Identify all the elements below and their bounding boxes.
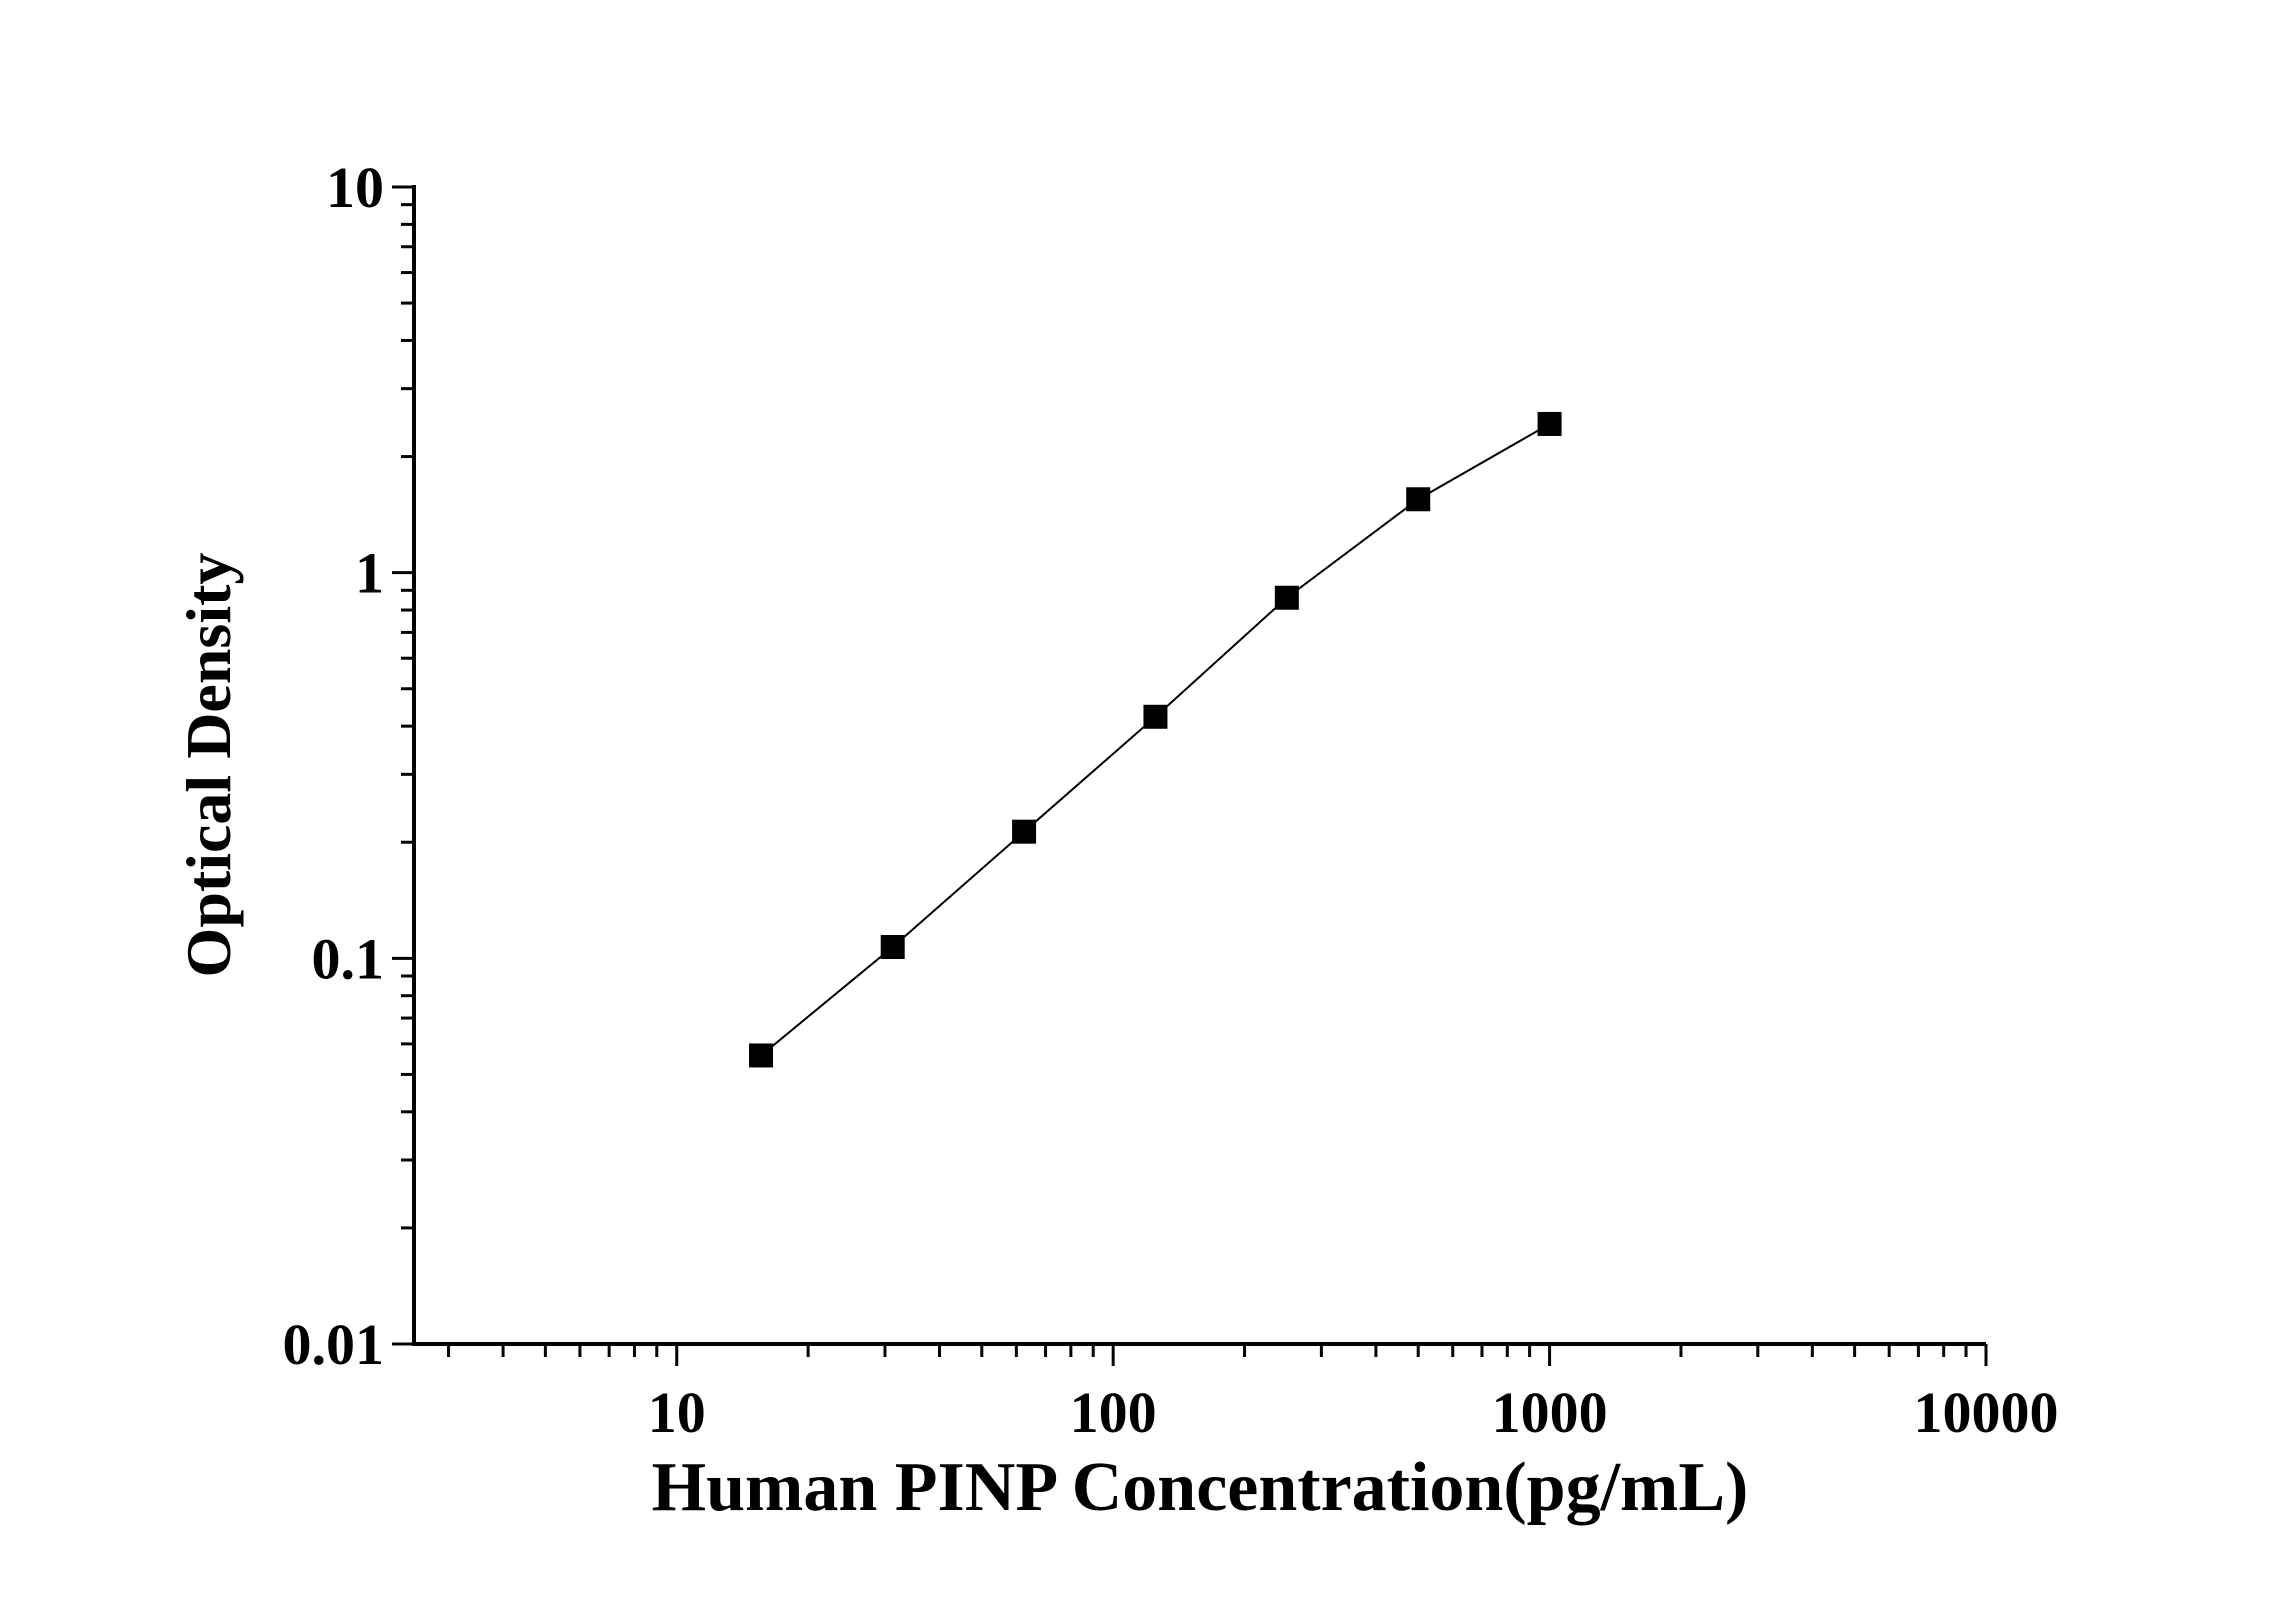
- ticks: 10 100 1000 10000 0.01 0.1 1 10: [283, 155, 2059, 1445]
- x-axis-label: Human PINP Concentration(pg/mL): [652, 1449, 1749, 1526]
- x-tick-label: 10000: [1914, 1380, 2059, 1445]
- y-tick-label: 10: [326, 155, 384, 220]
- axes: [412, 185, 1986, 1346]
- y-tick-label: 0.1: [312, 926, 385, 991]
- data-point-marker: [749, 1043, 774, 1068]
- data-point-marker: [1143, 704, 1168, 729]
- data-point-marker: [1537, 411, 1562, 436]
- series-line: [760, 423, 1551, 1057]
- x-tick-label: 1000: [1492, 1380, 1608, 1445]
- data-point-marker: [1274, 585, 1299, 610]
- data-point-marker: [880, 935, 905, 960]
- series: [749, 411, 1562, 1068]
- data-point-marker: [1406, 487, 1431, 512]
- y-tick-label: 1: [355, 541, 384, 606]
- y-axis-label: Optical Density: [173, 553, 244, 978]
- x-tick-label: 10: [648, 1380, 706, 1445]
- data-point-marker: [1012, 819, 1037, 844]
- x-tick-label: 100: [1070, 1380, 1157, 1445]
- y-tick-label: 0.01: [283, 1312, 385, 1377]
